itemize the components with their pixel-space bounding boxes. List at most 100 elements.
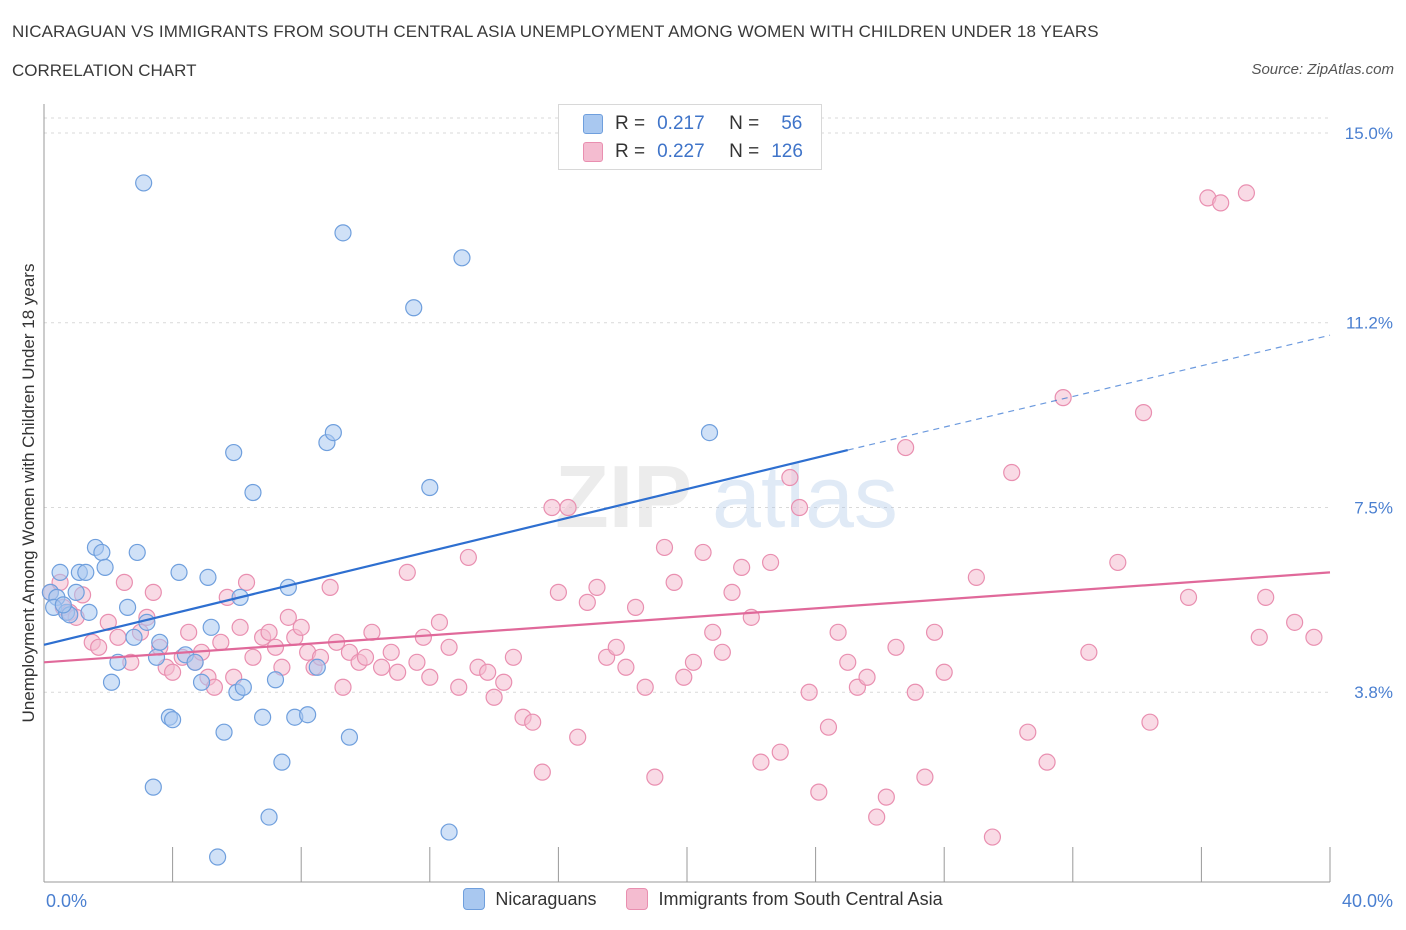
nicaraguan-point (118, 598, 137, 616)
nicaraguan-point (202, 618, 220, 636)
immigrant-trend-line (43, 571, 1331, 664)
immigrant-point (761, 553, 780, 572)
chart-subtitle: CORRELATION CHART (12, 61, 197, 80)
legend-label-nicaraguans: Nicaraguans (495, 888, 597, 909)
immigrant-point (244, 648, 262, 666)
trend-lines (43, 334, 1331, 664)
nicaraguan-point (186, 653, 204, 671)
immigrant-point (479, 663, 497, 681)
grid-lines (44, 117, 1330, 693)
immigrant-point (733, 558, 751, 577)
legend-swatch-blue (583, 114, 603, 134)
immigrant-point (421, 668, 439, 686)
nicaraguan-point (700, 423, 719, 442)
legend-n-value: 56 (781, 113, 803, 134)
source-label: Source: ZipAtlas.com (1251, 61, 1394, 78)
y-tick-label: 7.5% (1354, 498, 1393, 517)
legend-label-immigrants: Immigrants from South Central Asia (658, 888, 943, 909)
immigrant-point (935, 663, 953, 681)
nicaraguan-point (51, 563, 69, 582)
nicaraguan-point (324, 423, 342, 442)
legend-swatch-pink (583, 142, 603, 162)
immigrant-point (1286, 613, 1304, 631)
immigrant-point (164, 663, 182, 681)
immigrant-point (382, 643, 400, 661)
immigrant-point (655, 538, 674, 557)
nicaraguan-point (67, 583, 85, 601)
immigrant-point (665, 573, 683, 591)
y-tick-label: 15.0% (1345, 124, 1393, 143)
immigrant-point (543, 498, 561, 517)
series-legend: Nicaraguans Immigrants from South Centra… (0, 888, 1406, 910)
immigrant-point (829, 623, 847, 641)
immigrant-point (887, 638, 905, 656)
legend-r-value: 0.217 (657, 113, 705, 134)
immigrant-point (504, 648, 522, 666)
nicaraguan-point (266, 671, 285, 689)
nicaraguan-point (125, 628, 143, 646)
nicaraguan-trend-extension (847, 334, 1331, 451)
immigrant-point (925, 623, 944, 641)
nicaraguan-point (199, 568, 217, 586)
nicaraguan-point (260, 808, 278, 826)
immigrant-point (1038, 753, 1056, 771)
nicaraguan-point (421, 478, 439, 497)
immigrant-point (636, 678, 654, 696)
legend-n-label: N = (729, 113, 760, 134)
immigrant-point (1054, 389, 1072, 407)
immigrant-point (115, 573, 133, 591)
immigrant-point (1237, 184, 1256, 202)
tick-labels: 3.8% 7.5% 11.2% 15.0% 0.0% 40.0% (46, 124, 1393, 911)
immigrant-point (430, 613, 449, 631)
immigrant-point (626, 598, 645, 616)
immigrant-point (800, 683, 818, 701)
immigrant-point (781, 468, 799, 487)
nicaraguan-point (209, 848, 227, 866)
nicaraguan-point (234, 678, 252, 696)
immigrant-point (684, 653, 703, 671)
immigrant-point (144, 583, 162, 601)
nicaraguan-trend-line (43, 448, 849, 646)
immigrant-point (549, 583, 568, 601)
nicaraguan-point (254, 708, 272, 726)
nicaraguan-point (77, 563, 95, 582)
legend-row-nicaraguans: R = 0.217 N = 56 (583, 111, 802, 137)
immigrant-point (1019, 723, 1037, 741)
immigrant-point (485, 688, 503, 706)
immigrant-point (810, 783, 828, 801)
y-tick-label: 3.8% (1354, 683, 1393, 702)
immigrant-point (694, 543, 712, 562)
nicaraguan-point (144, 778, 162, 796)
axes (43, 104, 1331, 883)
immigrant-point (1109, 553, 1127, 572)
immigrant-point (440, 638, 458, 656)
immigrant-point (398, 563, 416, 582)
immigrant-point (414, 628, 432, 646)
nicaraguan-point (225, 443, 243, 462)
nicaraguan-point (96, 558, 114, 577)
immigrant-point (1141, 713, 1159, 731)
immigrant-point (237, 573, 256, 591)
immigrant-point (617, 658, 635, 676)
immigrant-point (1179, 588, 1198, 606)
immigrant-point (790, 498, 809, 517)
immigrant-point (967, 568, 985, 586)
nicaraguan-point (80, 603, 98, 621)
legend-item-immigrants: Immigrants from South Central Asia (626, 888, 943, 910)
immigrant-point (704, 623, 722, 641)
nicaraguan-point (135, 174, 153, 192)
legend-n-label: N = (729, 141, 760, 162)
immigrant-point (646, 768, 664, 786)
legend-swatch-blue (463, 888, 486, 910)
correlation-legend: R = 0.217 N = 56 R = 0.227 N = 126 (558, 104, 822, 170)
nicaraguan-point (164, 711, 182, 729)
immigrant-point (1134, 404, 1153, 422)
nicaraguan-point (308, 658, 326, 676)
watermark: ZIP atlas (555, 447, 898, 546)
watermark-zip: ZIP (555, 447, 692, 546)
nicaraguan-point (93, 543, 111, 562)
immigrant-point (1003, 463, 1021, 482)
nicaraguan-point (147, 648, 166, 666)
immigrant-point (559, 498, 577, 517)
immigrant-point (868, 808, 886, 826)
